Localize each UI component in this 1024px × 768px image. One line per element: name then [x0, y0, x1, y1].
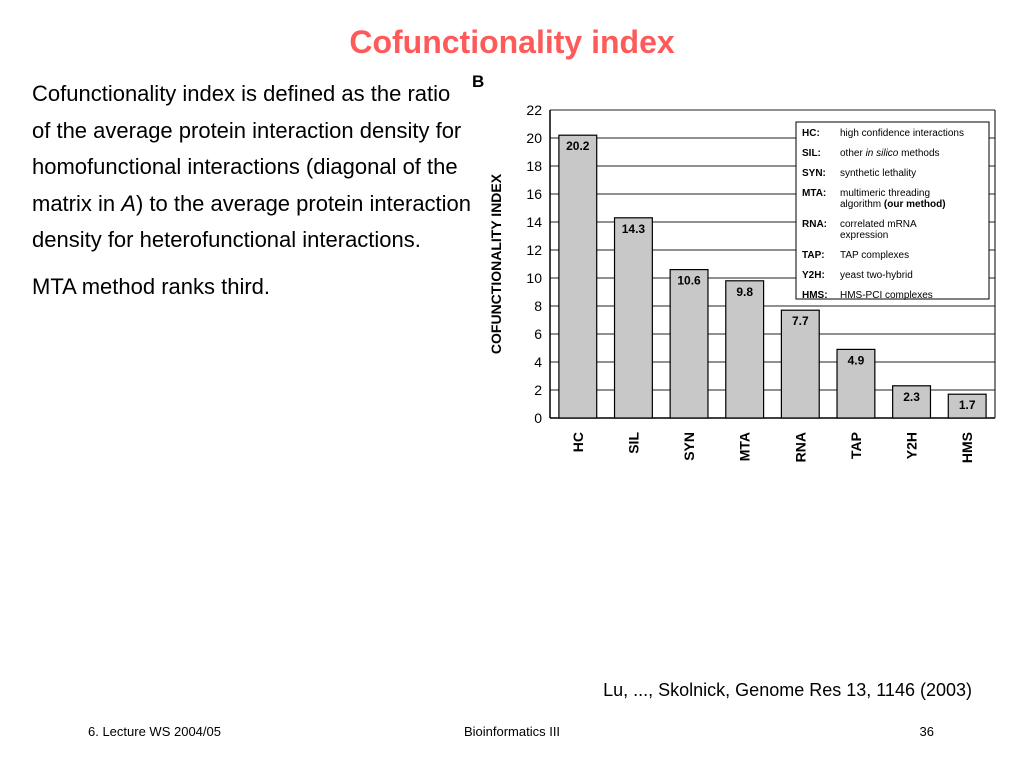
x-tick-label: Y2H: [904, 432, 920, 459]
slide-title: Cofunctionality index: [349, 24, 675, 60]
y-tick-label: 8: [534, 298, 542, 314]
legend-description: multimeric threading: [840, 188, 930, 199]
legend-description: TAP complexes: [840, 250, 909, 261]
legend-description: synthetic lethality: [840, 168, 916, 179]
legend-text-part: high confidence interactions: [840, 128, 964, 139]
legend-key: SYN:: [802, 168, 826, 179]
definition-paragraph: Cofunctionality index is defined as the …: [32, 76, 472, 259]
legend-key: Y2H:: [802, 270, 825, 281]
legend-box: [795, 121, 990, 300]
plot-area: 0 2 4 6 8 10 12 14 16 18 20 22 COFUNCTIONALITY INDEX…: [488, 102, 996, 463]
bar-syn: [669, 269, 709, 419]
bar-value-label: 14.3: [622, 222, 646, 236]
x-tick-label: RNA: [792, 432, 808, 462]
y-tick-label: 12: [526, 242, 542, 258]
legend-key: TAP:: [802, 250, 825, 261]
y-tick-label: 16: [526, 186, 542, 202]
ranking-paragraph: MTA method ranks third.: [32, 273, 271, 299]
legend-key: HMS:: [802, 290, 828, 301]
y-tick-label: 20: [526, 130, 542, 146]
legend-description: HMS-PCI complexes: [840, 290, 933, 301]
x-tick-label: HC: [570, 432, 586, 452]
definition-text-start: Cofunctionality index is defined as the …: [32, 81, 462, 216]
bar-value-label: 10.6: [677, 274, 701, 288]
matrix-label: A: [121, 190, 136, 216]
bar-hc: [558, 134, 598, 419]
legend-text-part: other: [840, 148, 866, 159]
y-tick-label: 4: [534, 354, 542, 370]
bar-value-label: 1.7: [959, 398, 976, 412]
y-axis-title: COFUNCTIONALITY INDEX: [488, 173, 504, 354]
y-tick-label: 2: [534, 382, 542, 398]
bar-y2h: [892, 385, 932, 419]
cofunctionality-bar-chart: 0 2 4 6 8 10 12 14 16 18 20 22 COFUNCTIONALITY INDEX…: [488, 102, 996, 463]
footer-course: Bioinformatics III: [463, 724, 561, 739]
y-tick-label: 22: [526, 102, 542, 118]
legend-text-part: methods: [898, 148, 939, 159]
bar-hms: [947, 393, 987, 419]
legend-key: RNA:: [802, 219, 827, 230]
footer-page-number: 36: [919, 724, 934, 739]
x-tick-label: HMS: [959, 432, 975, 463]
x-tick-label: SIL: [625, 432, 641, 454]
bar-tap: [836, 348, 876, 419]
bar-rna: [780, 309, 820, 419]
legend-text-part: TAP complexes: [840, 250, 909, 261]
y-tick-label: 6: [534, 326, 542, 342]
chart-legend: HC: high confidence interactions SIL: other…: [795, 121, 990, 301]
bar-value-label: 7.7: [792, 314, 809, 328]
figure-panel-letter: B: [472, 72, 485, 91]
bar-value-label: 4.9: [848, 353, 865, 367]
legend-description: yeast two-hybrid: [840, 270, 913, 281]
bar-sil: [613, 217, 653, 419]
legend-description: correlated mRNA: [840, 219, 917, 230]
footer-lecture: 6. Lecture WS 2004/05: [88, 724, 221, 739]
legend-text-part: yeast two-hybrid: [840, 270, 913, 281]
legend-text-part: correlated mRNA: [840, 219, 917, 230]
legend-text-part: algorithm: [840, 199, 884, 210]
legend-description-line2: expression: [840, 230, 888, 241]
legend-text-part: HMS-PCI complexes: [840, 290, 933, 301]
legend-key: SIL:: [802, 148, 821, 159]
legend-description-line2: algorithm (our method): [840, 199, 946, 210]
legend-description: other in silico methods: [840, 148, 940, 159]
bar-mta: [725, 280, 765, 419]
bar-value-label: 20.2: [566, 139, 590, 153]
legend-key: MTA:: [802, 188, 826, 199]
y-tick-label: 0: [534, 410, 542, 426]
legend-description: high confidence interactions: [840, 128, 964, 139]
legend-text-part: (our method): [884, 199, 946, 210]
legend-text-part: in silico: [866, 148, 899, 159]
bar-value-label: 2.3: [903, 390, 920, 404]
x-tick-label: MTA: [737, 432, 753, 461]
slide-body: Cofunctionality index is defined as the …: [32, 76, 472, 315]
y-tick-label: 10: [526, 270, 542, 286]
y-tick-label: 18: [526, 158, 542, 174]
x-tick-label: SYN: [681, 432, 697, 461]
citation: Lu, ..., Skolnick, Genome Res 13, 1146 (…: [603, 680, 972, 700]
y-tick-label: 14: [526, 214, 542, 230]
legend-text-part: multimeric threading: [840, 188, 930, 199]
legend-text-part: expression: [840, 230, 888, 241]
legend-key: HC:: [802, 128, 820, 139]
legend-text-part: synthetic lethality: [840, 168, 916, 179]
definition-text-end: ) to the average protein interaction den…: [32, 190, 472, 253]
bar-value-label: 9.8: [736, 285, 753, 299]
x-tick-label: TAP: [848, 432, 864, 459]
